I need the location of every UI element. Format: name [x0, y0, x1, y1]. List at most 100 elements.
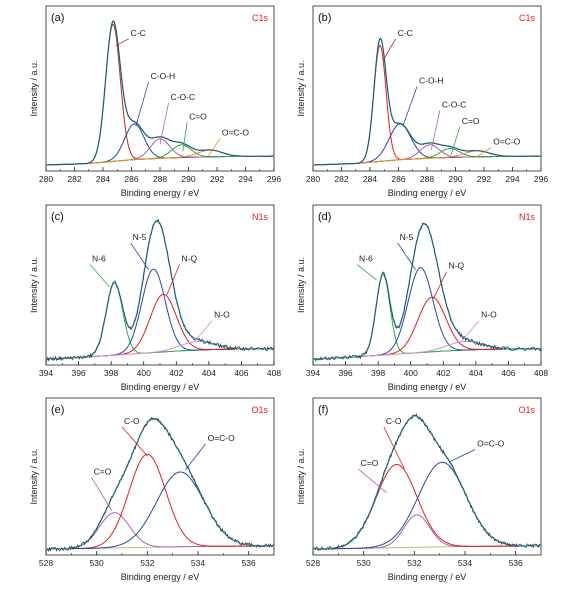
x-tick-label: 282	[334, 174, 348, 184]
plot-frame	[45, 397, 275, 556]
annotation-label: C-O-C	[171, 92, 196, 102]
x-tick-label: 286	[124, 174, 138, 184]
annotation-leader	[430, 110, 441, 151]
curves	[46, 219, 274, 362]
x-tick-label: 532	[140, 558, 154, 568]
annotation-label: N-Q	[449, 261, 465, 271]
x-tick-label: 284	[96, 174, 110, 184]
x-tick-label: 528	[306, 558, 320, 568]
x-tick-label: 402	[169, 368, 183, 378]
x-axis-label: Binding energy / eV	[121, 382, 200, 392]
component-peak-c-o-c	[313, 144, 541, 166]
x-tick-label: 400	[404, 368, 418, 378]
component-peak-n-5	[313, 267, 541, 360]
annotation-leader	[121, 426, 148, 457]
panel-f: 528 530 532 534 536 Binding energy / eV Intens…	[296, 397, 542, 582]
curves	[46, 416, 274, 552]
component-peak-o-c-o	[46, 471, 274, 550]
panel-label: (f)	[318, 404, 328, 416]
panel-label: (d)	[318, 211, 331, 223]
raw-data-curve	[313, 413, 541, 552]
x-tick-label: 396	[71, 368, 85, 378]
x-tick-label: 534	[191, 558, 205, 568]
x-tick-label: 400	[137, 368, 151, 378]
x-axis-label: Binding energy / eV	[388, 572, 467, 582]
annotation-label: N-6	[359, 254, 373, 264]
annotation-leader	[382, 38, 396, 61]
annotation-leader	[397, 242, 416, 270]
x-tick-label: 402	[436, 368, 450, 378]
raw-data-curve	[46, 416, 274, 552]
y-axis-label: Intensity / a.u.	[29, 257, 39, 313]
x-tick-label: 404	[202, 368, 216, 378]
annotation-label: C-C	[398, 28, 413, 38]
y-axis-label: Intensity / a.u.	[296, 257, 306, 313]
x-tick-label: 296	[267, 174, 281, 184]
x-tick-label: 406	[501, 368, 515, 378]
plot-frame	[45, 5, 275, 172]
component-peak-n-q	[46, 293, 274, 360]
annotation-leader	[460, 320, 480, 342]
annotation-leader	[383, 426, 405, 469]
x-tick-label: 394	[306, 368, 320, 378]
annotation-leader	[358, 468, 387, 493]
component-peak-n-q	[313, 296, 541, 360]
x-tick-label: 532	[407, 558, 421, 568]
panel-title: N1s	[519, 212, 536, 222]
x-tick-label: 292	[477, 174, 491, 184]
x-tick-label: 534	[458, 558, 472, 568]
annotation-leader	[449, 449, 476, 462]
x-tick-label: 406	[234, 368, 248, 378]
annotation-label: C-O-H	[151, 71, 176, 81]
x-tick-label: 408	[534, 368, 548, 378]
panel-label: (a)	[51, 12, 64, 24]
annotation-label: N-O	[214, 310, 230, 320]
x-axis-label: Binding energy / eV	[121, 188, 200, 198]
component-peak-o-c-o	[313, 150, 541, 166]
envelope-curve	[313, 222, 541, 360]
x-tick-label: 292	[210, 174, 224, 184]
y-axis-label: Intensity / a.u.	[29, 448, 39, 504]
annotation-label: C=O	[361, 458, 379, 468]
y-axis-label: Intensity / a.u.	[29, 60, 39, 116]
panel-b: 280 282 284 286 288 290 292 294 296 Binding energ…	[296, 5, 548, 198]
raw-data-curve	[46, 20, 274, 166]
annotation-label: O=C-O	[493, 137, 521, 147]
annotation-leader	[115, 38, 129, 47]
annotation-leader	[356, 264, 377, 281]
x-tick-label: 296	[534, 174, 548, 184]
panel-label: (c)	[51, 211, 64, 223]
annotation-label: N-5	[133, 232, 147, 242]
component-peak-n-5	[46, 268, 274, 360]
x-tick-label: 528	[39, 558, 53, 568]
plot-frame	[45, 204, 275, 366]
panel-title: N1s	[252, 212, 269, 222]
annotation-label: N-O	[481, 310, 497, 320]
component-peak-n-o	[313, 340, 541, 360]
annotation-label: C=O	[94, 467, 112, 477]
annotation-leader	[450, 126, 461, 155]
x-tick-label: 280	[306, 174, 320, 184]
annotation-leader	[130, 242, 149, 270]
x-tick-label: 398	[104, 368, 118, 378]
x-tick-label: 408	[267, 368, 281, 378]
panel-label: (e)	[51, 404, 64, 416]
x-tick-label: 294	[505, 174, 519, 184]
curves	[46, 20, 274, 166]
x-tick-label: 404	[469, 368, 483, 378]
annotation-leader	[89, 264, 110, 288]
x-tick-label: 288	[153, 174, 167, 184]
annotation-label: N-6	[92, 254, 106, 264]
x-tick-label: 290	[181, 174, 195, 184]
panel-a: 280 282 284 286 288 290 292 294 296 Binding energ…	[29, 5, 281, 198]
x-tick-label: 288	[420, 174, 434, 184]
envelope-curve	[313, 415, 541, 550]
annotation-leader	[182, 122, 188, 152]
x-axis-label: Binding energy / eV	[388, 188, 467, 198]
x-tick-label: 286	[391, 174, 405, 184]
curves	[313, 413, 541, 552]
annotation-label: C-O-H	[419, 76, 444, 86]
raw-data-curve	[46, 219, 274, 362]
annotation-leader	[166, 264, 180, 296]
